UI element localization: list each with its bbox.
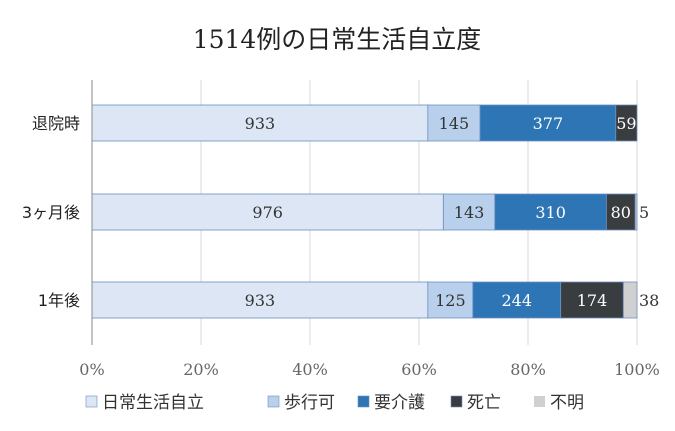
legend-swatch [534, 396, 545, 407]
category-label: 3ヶ月後 [22, 203, 80, 222]
legend-label: 日常生活自立 [102, 393, 204, 413]
x-tick-label: 40% [292, 360, 328, 379]
x-tick-label: 80% [510, 360, 546, 379]
legend-swatch [357, 395, 370, 408]
bar-segment [427, 281, 474, 319]
data-label: 5 [639, 203, 649, 222]
category-label: 1年後 [38, 291, 80, 310]
legend-swatch [267, 395, 280, 408]
x-tick-label: 100% [614, 360, 660, 379]
data-label: 125 [435, 291, 466, 310]
bar-segment [622, 281, 638, 319]
legend-label: 死亡 [467, 393, 501, 413]
data-label: 145 [439, 114, 470, 133]
chart-title: 1514例の日常生活自立度 [193, 25, 482, 54]
data-label: 143 [454, 203, 485, 222]
data-label: 933 [245, 291, 276, 310]
category-labels: 退院時 3ヶ月後 1年後 [22, 114, 80, 310]
category-label: 退院時 [32, 114, 80, 133]
x-tick-label: 20% [183, 360, 219, 379]
bar-segment [606, 193, 636, 231]
data-label: 310 [535, 203, 566, 222]
data-label: 59 [616, 114, 636, 133]
legend-label: 不明 [550, 393, 584, 413]
bar-segment [615, 104, 638, 142]
data-label: 80 [611, 203, 631, 222]
bar-segment [427, 104, 481, 142]
bar-segment [91, 281, 429, 319]
bars: 933 145 377 59 976 143 310 80 5 933 125 244 174 38 [91, 104, 659, 319]
data-label: 38 [639, 291, 659, 310]
x-tick-labels: 0% 20% 40% 60% 80% 100% [79, 360, 660, 379]
bar-segment [494, 193, 607, 231]
data-label: 377 [533, 114, 564, 133]
legend-swatch [85, 395, 98, 408]
data-label: 244 [501, 291, 532, 310]
legend-label: 要介護 [374, 393, 425, 413]
legend: 日常生活自立 歩行可 要介護 死亡 不明 [85, 393, 584, 413]
data-label: 933 [245, 114, 276, 133]
legend-swatch [450, 395, 463, 408]
legend-label: 歩行可 [284, 393, 335, 413]
x-tick-label: 60% [401, 360, 437, 379]
bar-segment [634, 193, 638, 231]
x-tick-label: 0% [79, 360, 104, 379]
data-label: 976 [252, 203, 283, 222]
data-label: 174 [577, 291, 608, 310]
bar-segment [560, 281, 624, 319]
bar-segment [91, 104, 429, 142]
bar-segment [479, 104, 617, 142]
